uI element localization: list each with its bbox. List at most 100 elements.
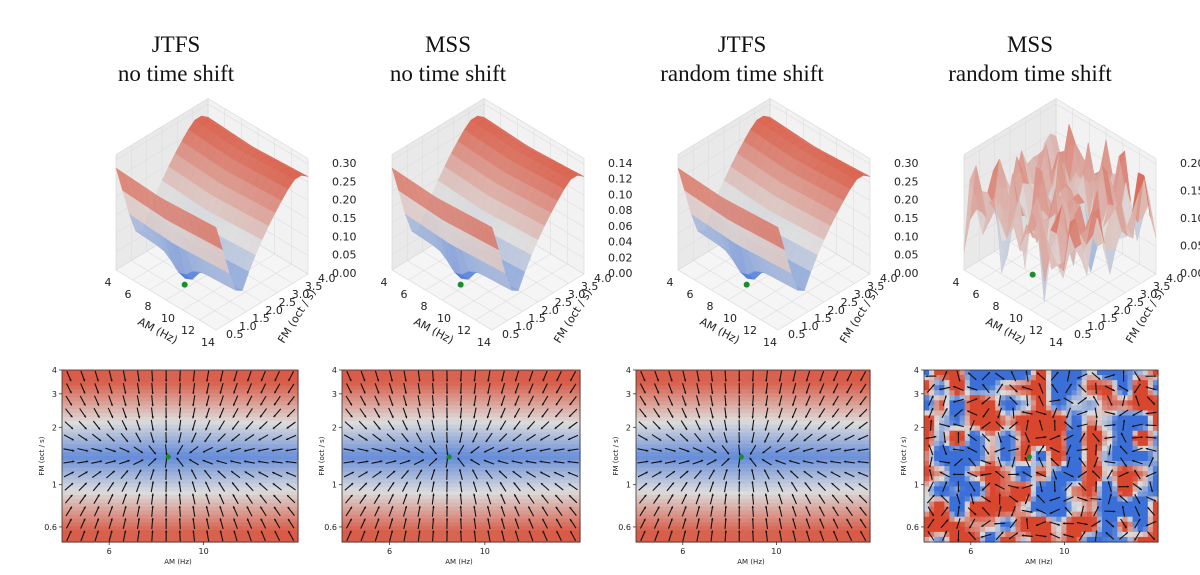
x-tick-label: 4 — [105, 276, 112, 289]
heatmap-cell — [443, 518, 450, 524]
heatmap-cell — [353, 456, 361, 461]
heatmap-cell — [156, 522, 163, 527]
heatmap-cell — [180, 413, 187, 418]
heatmap-cell — [455, 463, 462, 469]
heatmap-cell — [268, 502, 275, 508]
heatmap-cell — [466, 370, 474, 375]
heatmap-cell — [233, 428, 240, 434]
heatmap-cell — [461, 456, 468, 461]
heatmap-cell — [377, 405, 385, 410]
heatmap-cell — [401, 389, 409, 395]
heatmap-cell — [472, 385, 480, 391]
heatmap-cell — [156, 483, 163, 488]
heatmap-cell — [79, 463, 87, 469]
heatmap-cell — [91, 416, 98, 422]
heatmap-cell — [256, 534, 264, 539]
heatmap-cell — [407, 526, 414, 531]
heatmap-cell — [461, 385, 468, 391]
heatmap-cell — [538, 526, 545, 531]
heatmap-cell — [62, 506, 69, 512]
heatmap-cell — [347, 502, 355, 508]
heatmap-cell — [425, 534, 432, 539]
heatmap-cell — [115, 389, 122, 395]
heatmap-cell — [73, 502, 81, 508]
y-tick-label: 2.0 — [265, 304, 283, 317]
y-tick-label: 4.0 — [1166, 272, 1184, 285]
heatmap-cell — [359, 377, 367, 383]
heatmap-cell — [274, 479, 281, 484]
heatmap-cell — [67, 452, 75, 457]
heatmap-cell — [197, 479, 205, 484]
heatmap-cell — [383, 424, 391, 430]
y-tick-label: 1 — [52, 481, 57, 490]
heatmap-cell — [550, 526, 557, 531]
heatmap-cell — [365, 463, 373, 469]
heatmap-cell — [407, 467, 414, 473]
heatmap-cell — [268, 370, 275, 375]
heatmap-cell — [395, 467, 403, 473]
heatmap-cell — [126, 401, 134, 406]
heatmap-cell — [191, 370, 199, 375]
heatmap-cell — [466, 487, 474, 492]
heatmap-cell — [383, 491, 391, 496]
heatmap-cell — [97, 510, 104, 516]
heatmap-cell — [496, 510, 504, 516]
heatmap-cell — [280, 510, 287, 516]
heatmap-cell — [508, 377, 516, 383]
heatmap-cell — [538, 381, 545, 387]
heatmap-cell — [478, 491, 486, 496]
heatmap-cell — [156, 397, 163, 402]
heatmap-cell — [197, 502, 205, 508]
heatmap-cell — [244, 444, 252, 449]
heatmap-cell — [407, 440, 414, 445]
heatmap-cell — [413, 467, 420, 473]
heatmap-cell — [221, 452, 228, 457]
heatmap-cell — [168, 534, 175, 539]
heatmap-cell — [239, 495, 246, 500]
heatmap-cell — [449, 444, 456, 449]
heatmap-cell — [359, 463, 367, 469]
heatmap-cell — [389, 428, 397, 434]
heatmap-cell — [532, 463, 539, 469]
heatmap-cell — [562, 381, 569, 387]
heatmap-cell — [425, 428, 432, 434]
heatmap-cell — [353, 522, 361, 527]
heatmap-cell — [286, 491, 293, 496]
heatmap-cell — [508, 495, 516, 500]
heatmap-cell — [568, 475, 575, 481]
heatmap-cell — [221, 479, 228, 484]
heatmap-cell — [407, 487, 414, 492]
heatmap-cell — [250, 483, 258, 488]
heatmap-cell — [286, 405, 293, 410]
heatmap-cell — [478, 452, 486, 457]
heatmap-cell — [250, 518, 258, 524]
heatmap-cell — [144, 452, 152, 457]
heatmap-cell — [115, 370, 122, 375]
heatmap-cell — [91, 467, 98, 473]
heatmap-cell — [449, 459, 456, 465]
heatmap-cell — [67, 405, 75, 410]
heatmap-cell — [250, 530, 258, 535]
heatmap-cell — [484, 440, 492, 445]
heatmap-cell — [395, 491, 403, 496]
heatmap-cell — [496, 491, 504, 496]
heatmap-cell — [180, 397, 187, 402]
heatmap-cell — [150, 377, 157, 383]
heatmap-cell — [126, 534, 134, 539]
heatmap-cell — [407, 385, 414, 391]
heatmap-cell — [73, 377, 81, 383]
heatmap-cell — [209, 467, 216, 473]
heatmap-cell — [461, 436, 468, 441]
heatmap-cell — [401, 452, 409, 457]
heatmap-cell — [197, 518, 205, 524]
heatmap-cell — [138, 432, 146, 438]
heatmap-cell — [168, 487, 175, 492]
heatmap-cell — [544, 530, 551, 535]
heatmap-cell — [180, 530, 187, 535]
heatmap-cell — [449, 409, 456, 414]
heatmap-cell — [121, 389, 128, 395]
heatmap-cell — [466, 471, 474, 477]
heatmap-cell — [280, 370, 287, 375]
heatmap-cell — [144, 502, 152, 508]
heatmap-cell — [437, 452, 444, 457]
